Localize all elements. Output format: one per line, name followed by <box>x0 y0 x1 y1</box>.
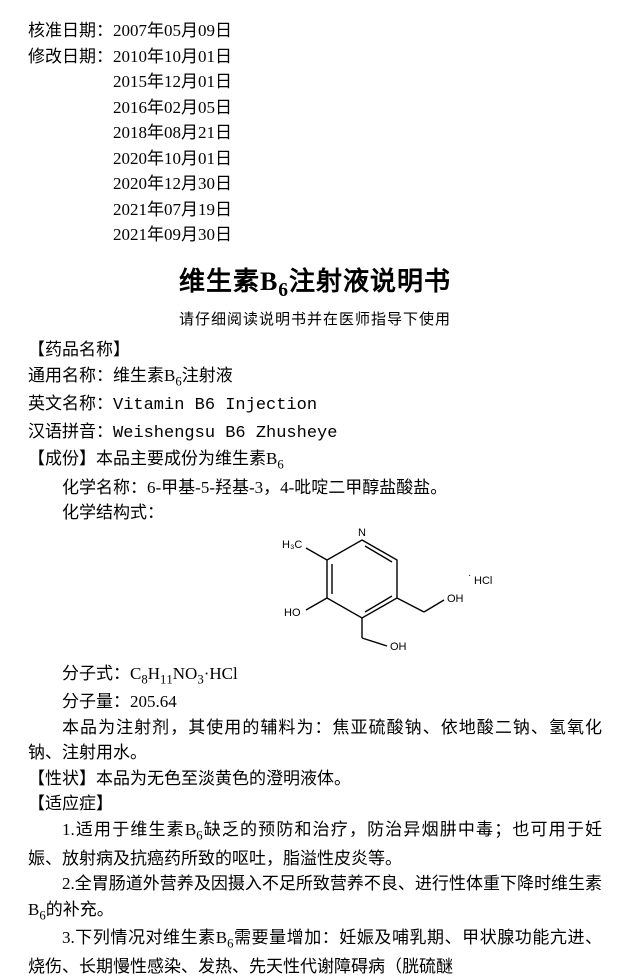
approval-label: 核准日期： <box>28 18 113 44</box>
ind2-post: 的补充。 <box>46 900 114 919</box>
revision-date-row-4: 2020年10月01日 <box>28 146 602 172</box>
generic-post: 注射液 <box>182 366 233 385</box>
main-title: 维生素B6注射液说明书 <box>28 262 602 305</box>
generic-name-row: 通用名称：维生素B6注射液 <box>28 363 602 392</box>
indication-1: 1.适用于维生素B6缺乏的预防和治疗，防治异烟肼中毒；也可用于妊娠、放射病及抗癌… <box>28 817 602 871</box>
ingredient-section: 【成份】本品主要成份为维生素B6 化学名称：6-甲基-5-羟基-3，4-吡啶二甲… <box>28 446 602 766</box>
properties-value: 本品为无色至淡黄色的澄明液体。 <box>96 769 351 788</box>
generic-pre: 维生素B <box>113 366 175 385</box>
revision-value-4: 2020年10月01日 <box>113 146 232 172</box>
properties-section: 【性状】本品为无色至淡黄色的澄明液体。 <box>28 766 602 792</box>
revision-value-0: 2010年10月01日 <box>113 44 232 70</box>
weight-row: 分子量：205.64 <box>28 689 602 715</box>
label-hcl: HCl <box>474 575 492 587</box>
english-label: 英文名称： <box>28 394 113 413</box>
label-oh1: OH <box>447 593 464 605</box>
title-post: 注射液说明书 <box>289 267 451 296</box>
weight-value: 205.64 <box>130 692 177 711</box>
properties-header: 【性状】 <box>28 769 96 788</box>
generic-label: 通用名称： <box>28 366 113 385</box>
ingredient-sub: 6 <box>277 458 283 472</box>
ingredient-pre: 本品主要成份为维生素B <box>96 449 277 468</box>
svg-text:·: · <box>468 570 471 581</box>
formula-value: C8H11NO3·HCl <box>130 664 238 683</box>
drug-name-section: 【药品名称】 通用名称：维生素B6注射液 英文名称：Vitamin B6 Inj… <box>28 337 602 446</box>
ingredient-row: 【成份】本品主要成份为维生素B6 <box>28 446 602 475</box>
indications-header: 【适应症】 <box>28 791 602 817</box>
chem-name-value: 6-甲基-5-羟基-3，4-吡啶二甲醇盐酸盐。 <box>147 478 447 497</box>
chem-name-row: 化学名称：6-甲基-5-羟基-3，4-吡啶二甲醇盐酸盐。 <box>28 475 602 501</box>
revision-value-5: 2020年12月30日 <box>113 171 232 197</box>
ind3-pre: 3.下列情况对维生素B <box>62 928 227 947</box>
label-n: N <box>358 527 366 539</box>
english-value: Vitamin B6 Injection <box>113 396 317 415</box>
revision-value-7: 2021年09月30日 <box>113 222 232 248</box>
approval-date-row: 核准日期： 2007年05月09日 <box>28 18 602 44</box>
revision-date-row-6: 2021年07月19日 <box>28 197 602 223</box>
revision-value-6: 2021年07月19日 <box>113 197 232 223</box>
title-pre: 维生素B <box>179 267 278 296</box>
pinyin-label: 汉语拼音： <box>28 422 113 441</box>
revision-date-row-3: 2018年08月21日 <box>28 120 602 146</box>
label-oh2: OH <box>390 641 407 650</box>
ind2-pre: 2.全胃肠道外营养及因摄入不足所致营养不良、进行性体重下降时维生素B <box>28 874 602 919</box>
ind1-pre: 1.适用于维生素B <box>62 820 196 839</box>
formula-label: 分子式： <box>62 664 130 683</box>
dates-block: 核准日期： 2007年05月09日 修改日期： 2010年10月01日 2015… <box>28 18 602 248</box>
chemical-structure: H₃C HO OH OH N · HCl <box>28 526 602 661</box>
english-name-row: 英文名称：Vitamin B6 Injection <box>28 391 602 419</box>
subtitle: 请仔细阅读说明书并在医师指导下使用 <box>28 309 602 332</box>
ingredient-header: 【成份】 <box>28 449 96 468</box>
excipients: 本品为注射剂，其使用的辅料为：焦亚硫酸钠、依地酸二钠、氢氧化钠、注射用水。 <box>28 715 602 766</box>
indications-section: 【适应症】 1.适用于维生素B6缺乏的预防和治疗，防治异烟肼中毒；也可用于妊娠、… <box>28 791 602 979</box>
label-ch3: H₃C <box>282 539 302 551</box>
formula-row: 分子式：C8H11NO3·HCl <box>28 661 602 690</box>
pinyin-row: 汉语拼音：Weishengsu B6 Zhusheye <box>28 419 602 447</box>
indication-3: 3.下列情况对维生素B6需要量增加：妊娠及哺乳期、甲状腺功能亢进、烧伤、长期慢性… <box>28 925 602 979</box>
pinyin-value: Weishengsu B6 Zhusheye <box>113 424 337 443</box>
approval-value: 2007年05月09日 <box>113 18 232 44</box>
revision-date-row-1: 2015年12月01日 <box>28 69 602 95</box>
revision-date-row-0: 修改日期： 2010年10月01日 <box>28 44 602 70</box>
molecule-svg: H₃C HO OH OH N · HCl <box>272 520 502 650</box>
revision-date-row-2: 2016年02月05日 <box>28 95 602 121</box>
indication-2: 2.全胃肠道外营养及因摄入不足所致营养不良、进行性体重下降时维生素B6的补充。 <box>28 871 602 925</box>
label-ho: HO <box>284 607 301 619</box>
title-block: 维生素B6注射液说明书 请仔细阅读说明书并在医师指导下使用 <box>28 262 602 332</box>
revision-label: 修改日期： <box>28 44 113 70</box>
chem-name-label: 化学名称： <box>62 478 147 497</box>
revision-value-2: 2016年02月05日 <box>113 95 232 121</box>
revision-value-1: 2015年12月01日 <box>113 69 232 95</box>
revision-value-3: 2018年08月21日 <box>113 120 232 146</box>
weight-label: 分子量： <box>62 692 130 711</box>
title-sub: 6 <box>278 280 289 301</box>
revision-date-row-7: 2021年09月30日 <box>28 222 602 248</box>
revision-date-row-5: 2020年12月30日 <box>28 171 602 197</box>
drug-name-header: 【药品名称】 <box>28 337 602 363</box>
